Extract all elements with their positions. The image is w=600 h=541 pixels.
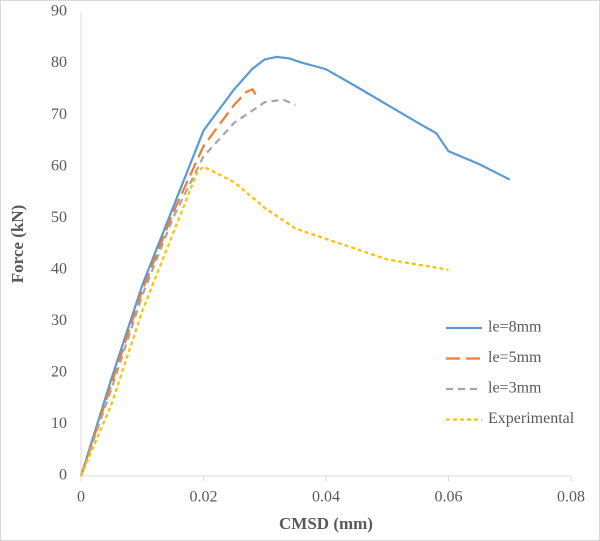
legend-label: Experimental bbox=[488, 410, 575, 427]
series-line bbox=[79, 55, 511, 477]
series-line bbox=[79, 87, 257, 477]
x-tick-label: 0.04 bbox=[312, 489, 340, 506]
x-tick-label: 0.08 bbox=[557, 489, 585, 506]
series-line bbox=[79, 165, 449, 477]
y-tick-label: 60 bbox=[51, 157, 67, 174]
legend-label: le=3mm bbox=[488, 380, 542, 397]
y-tick-label: 90 bbox=[51, 3, 67, 20]
y-tick-label: 40 bbox=[51, 260, 67, 277]
series-line bbox=[79, 98, 296, 477]
y-tick-label: 10 bbox=[51, 415, 67, 432]
legend-label: le=8mm bbox=[488, 319, 542, 336]
y-tick-label: 20 bbox=[51, 364, 67, 381]
y-tick-label: 0 bbox=[59, 467, 67, 484]
y-tick-label: 70 bbox=[51, 106, 67, 123]
x-axis-title: CMSD (mm) bbox=[279, 514, 373, 533]
y-tick-label: 80 bbox=[51, 54, 67, 71]
legend-label: le=5mm bbox=[488, 349, 542, 366]
y-axis-title: Force (kN) bbox=[8, 205, 27, 284]
x-tick-label: 0.06 bbox=[435, 489, 463, 506]
x-tick-label: 0 bbox=[77, 489, 85, 506]
x-tick-label: 0.02 bbox=[190, 489, 218, 506]
y-tick-label: 50 bbox=[51, 209, 67, 226]
y-tick-label: 30 bbox=[51, 312, 67, 329]
